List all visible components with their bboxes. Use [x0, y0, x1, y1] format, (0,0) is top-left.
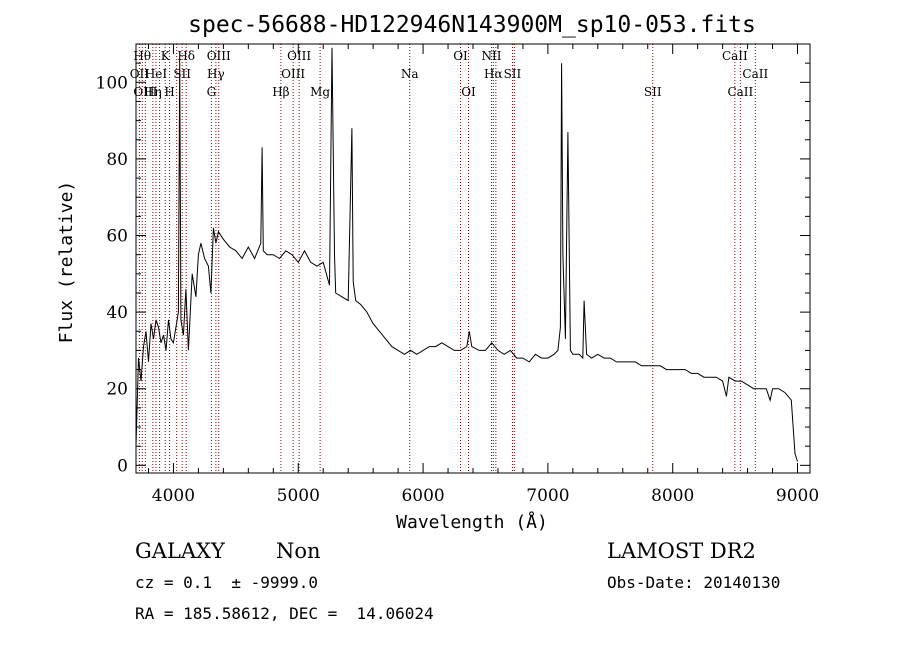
survey-name: LAMOST DR2 [607, 539, 756, 563]
marker-label-13: OIII [207, 49, 231, 63]
y-axis-title: Flux (relative) [56, 181, 77, 344]
y-tick-label-0: 0 [117, 456, 128, 476]
y-tick-label-40: 40 [106, 303, 128, 323]
x-axis-ticks: 4000 5000 6000 7000 8000 9000 [147, 44, 819, 506]
marker-label-20: OI [461, 85, 476, 99]
object-class: GALAXY [135, 539, 226, 563]
marker-label-11: G [207, 85, 217, 99]
spectrum-series-line [135, 47, 798, 462]
marker-label-27: CaII [722, 49, 748, 63]
x-axis-title: Wavelength (Å) [396, 511, 548, 533]
marker-label-12: Hγ [207, 67, 225, 81]
marker-label-16: OIII [287, 49, 311, 63]
x-tick-label-8000: 8000 [651, 486, 694, 506]
x-tick-label-6000: 6000 [401, 486, 444, 506]
marker-label-9: SII [173, 67, 191, 81]
object-subclass: Non [276, 539, 321, 563]
marker-label-10: Hδ [177, 49, 195, 63]
y-tick-label-80: 80 [106, 150, 128, 170]
observation-date: Obs-Date: 20140130 [607, 573, 780, 592]
marker-label-3: Hη [144, 85, 162, 99]
marker-label-1: Hθ [133, 49, 151, 63]
marker-label-15: OIII [281, 67, 305, 81]
marker-label-4: HeI [145, 67, 168, 81]
x-tick-label-9000: 9000 [776, 486, 819, 506]
marker-label-24: SII [504, 67, 522, 81]
y-tick-label-60: 60 [106, 227, 128, 247]
marker-label-17: Mg [310, 85, 330, 99]
y-tick-label-100: 100 [96, 73, 128, 93]
marker-label-29: CaII [742, 67, 768, 81]
plot-frame [135, 43, 811, 474]
marker-label-26: SII [644, 85, 662, 99]
y-axis-ticks: 0 20 40 60 80 100 [96, 43, 810, 476]
coordinates-readout: RA = 185.58612, DEC = 14.06024 [135, 604, 434, 623]
y-tick-label-20: 20 [106, 380, 128, 400]
marker-label-28: CaII [727, 85, 753, 99]
x-tick-label-7000: 7000 [526, 486, 569, 506]
marker-label-18: Na [401, 67, 419, 81]
marker-label-7: H [164, 85, 174, 99]
marker-label-19: OI [453, 49, 468, 63]
x-tick-label-5000: 5000 [277, 486, 320, 506]
marker-label-22: Hα [484, 67, 503, 81]
marker-label-2: OIII [133, 85, 157, 99]
redshift-readout: cz = 0.1 ± -9999.0 [135, 573, 318, 592]
x-tick-label-4000: 4000 [152, 486, 195, 506]
marker-label-0: OII [130, 67, 150, 81]
marker-label-6: K [161, 49, 171, 63]
emission-line-markers [138, 44, 756, 473]
chart-title: spec-56688-HD122946N143900M_sp10-053.fit… [188, 12, 756, 38]
marker-label-21: NII [481, 49, 501, 63]
marker-label-14: Hβ [272, 85, 289, 99]
emission-line-labels: OIIHθOIIIHηHeIKHSIIHδGHγOIIIHβOIIIOIIIMg… [130, 49, 769, 99]
